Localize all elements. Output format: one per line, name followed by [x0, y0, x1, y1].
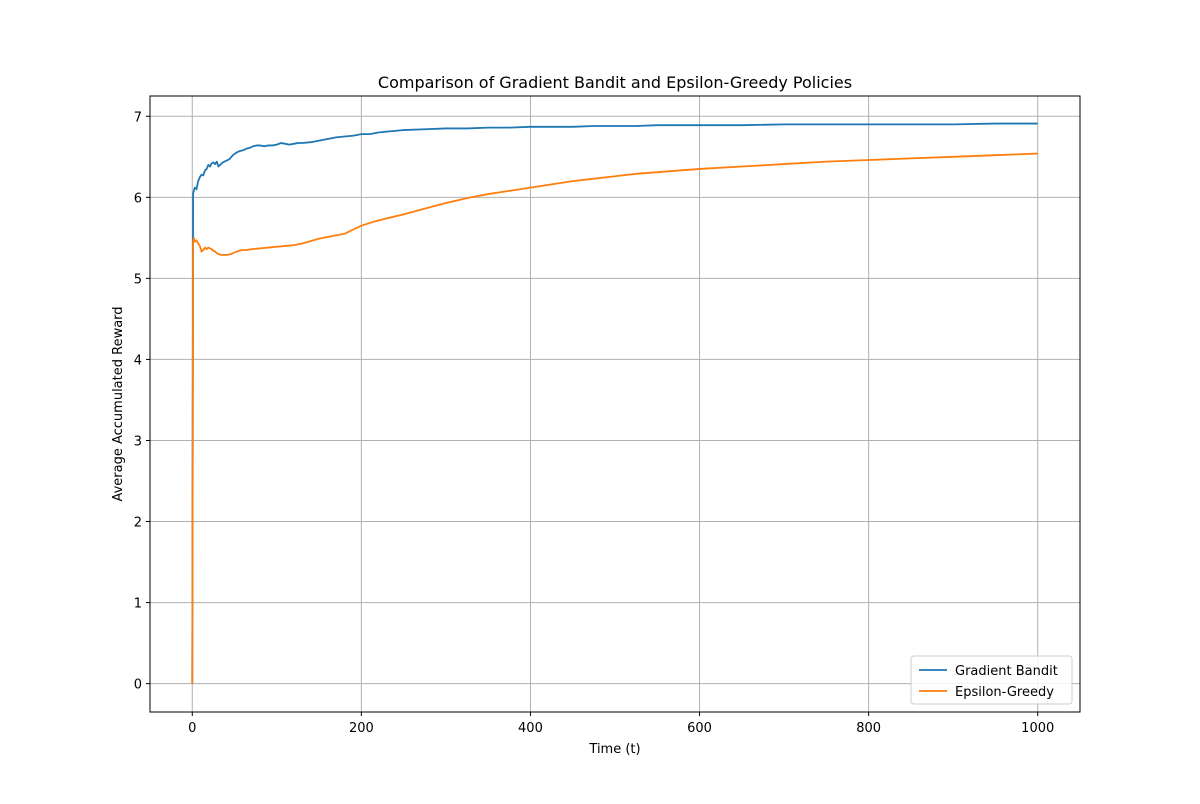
y-tick-label: 2 — [134, 516, 142, 531]
x-axis-label: Time (t) — [588, 742, 640, 757]
y-tick-label: 1 — [134, 597, 142, 612]
tick-layer: 0 200 400 600 800 1000 0 1 2 3 4 5 6 7 — [134, 110, 1055, 736]
plot-frame — [149, 95, 1081, 713]
chart-title: Comparison of Gradient Bandit and Epsilo… — [378, 73, 852, 92]
grid-layer — [150, 96, 1080, 712]
y-axis-label: Average Accumulated Reward — [111, 306, 126, 501]
y-tick-label: 3 — [134, 434, 142, 449]
x-tick-label: 200 — [349, 721, 374, 736]
legend-label: Gradient Bandit — [955, 664, 1058, 679]
x-tick-label: 800 — [856, 721, 881, 736]
x-tick-label: 400 — [518, 721, 543, 736]
y-tick-label: 7 — [134, 110, 142, 125]
x-tick-label: 600 — [687, 721, 712, 736]
x-tick-label: 0 — [188, 721, 196, 736]
y-tick-label: 6 — [134, 191, 142, 206]
legend: Gradient Bandit Epsilon-Greedy — [910, 655, 1073, 705]
y-tick-label: 5 — [134, 272, 142, 287]
y-tick-label: 4 — [134, 353, 142, 368]
y-tick-label: 0 — [134, 678, 142, 693]
legend-box — [910, 655, 1073, 705]
legend-label: Epsilon-Greedy — [955, 685, 1054, 700]
series-line-gradient-bandit — [191, 122, 1038, 684]
series-line-epsilon-greedy — [191, 152, 1038, 684]
series-layer — [191, 122, 1038, 684]
x-tick-label: 1000 — [1021, 721, 1054, 736]
